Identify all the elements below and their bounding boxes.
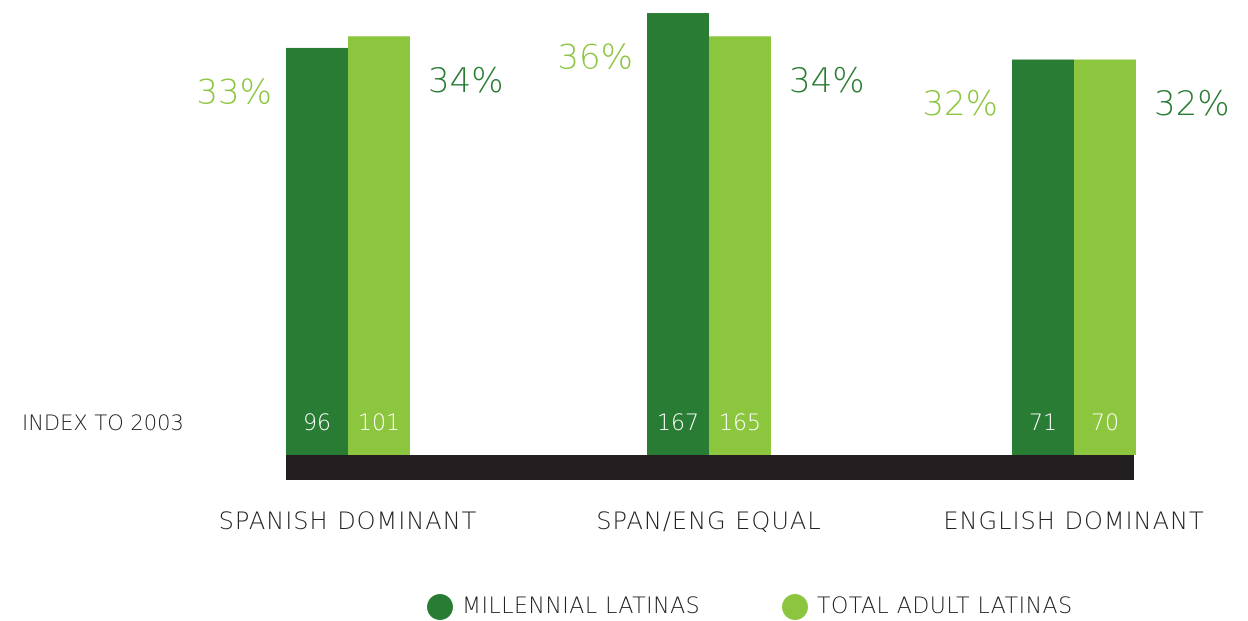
category-label: ENGLISH DOMINANT	[943, 507, 1204, 535]
value-label: 36%	[557, 38, 633, 78]
index-value: 101	[358, 411, 400, 436]
index-value: 96	[303, 411, 331, 436]
legend-label: TOTAL ADULT LATINAS	[817, 594, 1073, 619]
legend-label: MILLENNIAL LATINAS	[462, 594, 700, 619]
bar	[647, 13, 709, 456]
index-label: INDEX TO 2003	[22, 411, 184, 435]
baseline	[286, 455, 1134, 480]
bar	[1074, 59, 1136, 456]
index-value: 165	[719, 411, 761, 436]
bar	[286, 47, 348, 456]
index-value: 70	[1091, 411, 1119, 436]
category-label: SPANISH DOMINANT	[219, 507, 478, 535]
legend-swatch	[427, 594, 453, 620]
category-label: SPAN/ENG EQUAL	[596, 507, 821, 535]
value-label: 34%	[428, 61, 504, 101]
bar	[348, 36, 410, 456]
legend-swatch	[782, 594, 808, 620]
bar	[1012, 59, 1074, 456]
value-label: 32%	[1154, 84, 1230, 124]
index-value: 71	[1029, 411, 1057, 436]
value-label: 34%	[789, 61, 865, 101]
value-label: 33%	[196, 72, 272, 112]
value-label: 32%	[922, 84, 998, 124]
bar	[709, 36, 771, 456]
index-value: 167	[657, 411, 699, 436]
